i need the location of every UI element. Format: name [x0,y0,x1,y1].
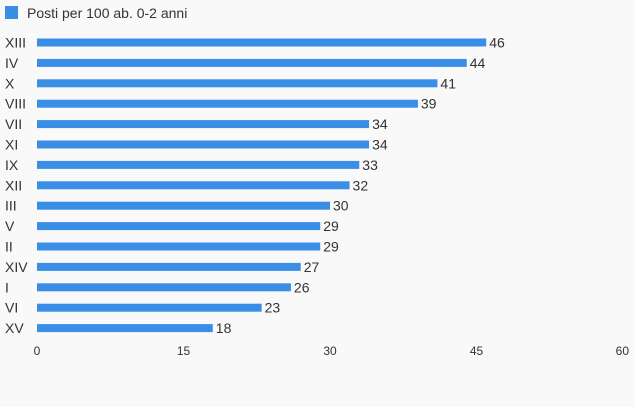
bar-VI [37,303,262,312]
value-label-X: 41 [440,75,456,91]
category-label-XV: XV [5,320,24,336]
category-label-IV: IV [5,55,19,71]
value-label-V: 29 [323,218,339,234]
category-label-VII: VII [5,116,22,132]
x-tick-label-30: 30 [323,344,337,358]
bar-XIV [37,262,301,271]
value-label-IX: 33 [362,157,378,173]
bar-XV [37,324,213,333]
bar-X [37,79,438,88]
category-label-I: I [5,279,9,295]
category-label-II: II [5,239,13,255]
value-label-II: 29 [323,239,339,255]
bar-III [37,201,330,210]
value-label-VI: 23 [265,300,281,316]
bar-XIII [37,38,487,47]
value-label-XV: 18 [216,320,232,336]
legend-label: Posti per 100 ab. 0-2 anni [27,5,187,21]
category-label-X: X [5,75,15,91]
value-label-XII: 32 [353,177,369,193]
value-label-I: 26 [294,279,310,295]
category-label-XIV: XIV [5,259,28,275]
value-label-VIII: 39 [421,96,437,112]
category-label-XI: XI [5,137,18,153]
bar-IX [37,160,360,169]
legend-swatch [5,6,18,19]
bar-VIII [37,99,418,108]
category-label-III: III [5,198,17,214]
bar-I [37,283,291,292]
value-label-III: 30 [333,198,349,214]
category-label-VIII: VIII [5,96,26,112]
bars [37,38,487,333]
value-label-VII: 34 [372,116,388,132]
value-label-XIV: 27 [304,259,320,275]
value-label-XIII: 46 [489,35,505,51]
bar-XI [37,140,370,149]
bar-II [37,242,321,251]
bar-XII [37,181,350,190]
value-label-IV: 44 [470,55,486,71]
bar-V [37,222,321,231]
bar-VII [37,120,370,129]
x-tick-label-0: 0 [34,344,41,358]
category-label-XIII: XIII [5,35,26,51]
bar-IV [37,58,467,67]
x-axis-ticks: 0 15 30 45 60 [34,344,630,358]
category-label-XII: XII [5,177,22,193]
x-tick-label-45: 45 [470,344,484,358]
x-tick-label-15: 15 [177,344,191,358]
x-tick-label-60: 60 [616,344,630,358]
value-label-XI: 34 [372,137,388,153]
category-label-V: V [5,218,15,234]
legend: Posti per 100 ab. 0-2 anni [5,5,187,21]
category-label-VI: VI [5,300,18,316]
category-label-IX: IX [5,157,19,173]
